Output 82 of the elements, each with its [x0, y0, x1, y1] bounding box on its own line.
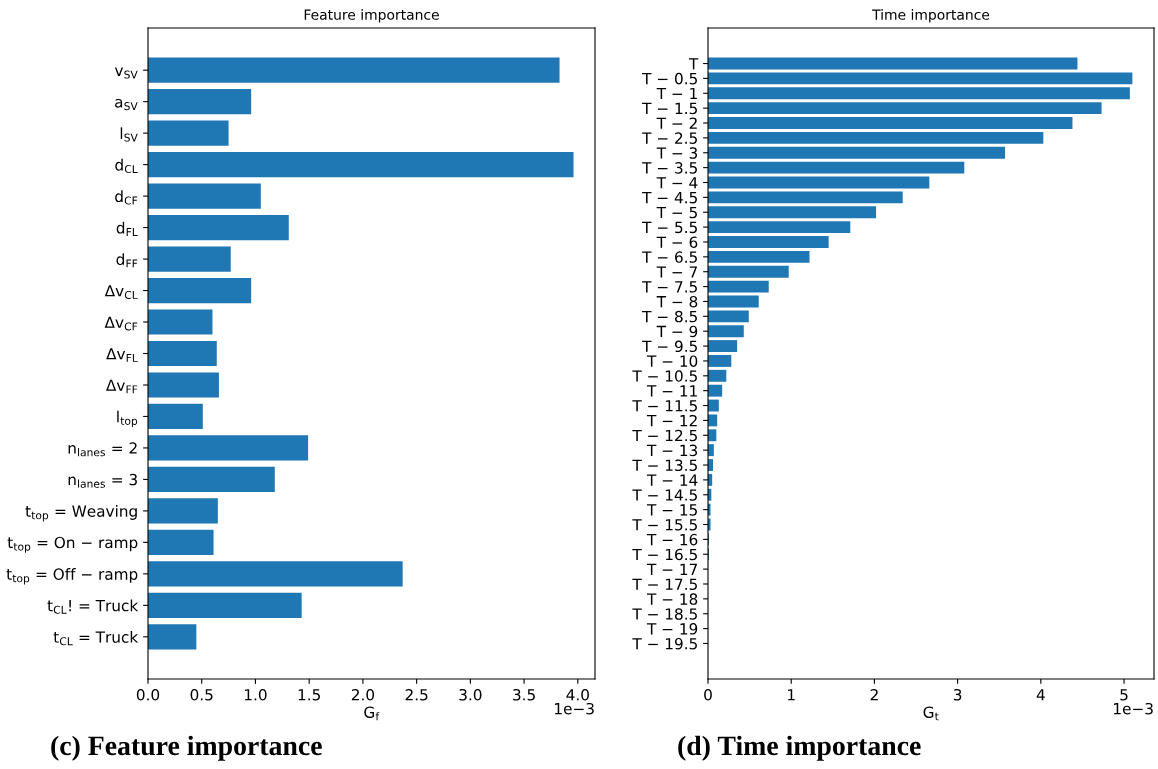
y-tick-label: T − 8 [656, 295, 698, 308]
y-tick-label: T − 14.5 [632, 489, 697, 501]
y-tick-label: T − 18.5 [632, 608, 697, 620]
text: 1e−3 [1114, 702, 1153, 715]
y-tick-label: t$_{top}$ = On − ramp [7, 536, 138, 553]
text: (d) Time importance [678, 735, 921, 761]
y-tick-label: l$_{top}$ [117, 410, 138, 427]
y-tick-label: T − 1.5 [642, 102, 697, 115]
y-tick-label: T − 2 [656, 117, 697, 129]
y-tick-label: T − 15.5 [632, 519, 697, 531]
x-tick-label: 5 [1120, 689, 1128, 701]
x-axis-title: G$_{t}$ [923, 706, 939, 721]
y-tick-label: l$_{SV}$ [120, 127, 138, 142]
y-tick-label: T − 5 [656, 206, 697, 219]
x-axis-title: G$_{f}$ [364, 706, 380, 721]
y-tick-label: Δv$_{CF}$ [104, 316, 138, 331]
x-tick-label: 0 [704, 688, 712, 701]
y-tick-label: T − 12 [646, 414, 697, 427]
y-tick-label: T − 3 [656, 147, 698, 159]
x-tick-label: 2.0 [351, 688, 375, 701]
y-tick-label: t$_{CL}$ = Truck [53, 631, 139, 646]
y-tick-label: T − 4 [656, 177, 698, 189]
y-tick-label: T − 16.5 [632, 548, 697, 561]
y-tick-label: T − 10.5 [632, 370, 697, 382]
y-tick-label: T − 5.5 [642, 221, 697, 234]
y-tick-label: T − 7.5 [642, 281, 697, 293]
chart-title: Time importance [872, 9, 990, 23]
y-tick-label: T − 0.5 [642, 72, 697, 85]
y-tick-label: T − 18 [646, 593, 698, 605]
x-tick-label: 0.5 [190, 688, 213, 701]
x-tick-label: 4 [1036, 689, 1045, 701]
y-tick-label: Δv$_{CL}$ [104, 285, 138, 299]
x-tick-label: 4.0 [566, 688, 589, 701]
x-tick-label: 1 [788, 689, 795, 701]
y-tick-label: T − 11 [646, 385, 697, 397]
y-tick-label: a$_{SV}$ [115, 98, 138, 111]
y-tick-label: T − 13 [646, 444, 698, 457]
y-tick-label: t$_{top}$ = Off − ramp [6, 568, 138, 585]
y-tick-label: n$_{lanes}$ = 2 [68, 442, 137, 457]
x-tick-label: 3.0 [459, 688, 482, 701]
y-tick-label: T − 7 [656, 266, 697, 278]
y-tick-label: t$_{CL}$! = Truck [47, 599, 139, 614]
x-tick-label: 1.0 [244, 688, 267, 701]
y-tick-label: T − 4.5 [642, 192, 697, 204]
y-tick-label: d$_{CF}$ [115, 190, 138, 205]
text: (c) Feature importance [51, 735, 322, 761]
y-tick-label: T − 15 [646, 504, 697, 516]
y-tick-label: T − 6.5 [642, 251, 697, 263]
y-tick-label: T − 12.5 [632, 429, 697, 442]
text: 1e−3 [555, 702, 594, 715]
y-tick-label: T − 9 [656, 325, 698, 338]
y-tick-label: T − 6 [656, 236, 698, 248]
y-tick-label: T − 16 [646, 533, 698, 546]
y-tick-label: d$_{FF}$ [116, 253, 138, 268]
y-tick-label: T − 8.5 [642, 310, 697, 323]
x-tick-label: 2 [870, 688, 878, 701]
y-tick-label: T − 1 [656, 87, 697, 100]
y-tick-label: T − 17.5 [632, 578, 697, 590]
y-tick-label: n$_{lanes}$ = 3 [68, 473, 137, 488]
x-tick-label: 1.5 [298, 689, 320, 701]
y-tick-label: T − 3.5 [642, 162, 697, 174]
x-tick-label: 3 [953, 688, 962, 701]
x-tick-label: 2.5 [405, 688, 428, 701]
x-tick-label: 0.0 [136, 688, 160, 701]
chart-title: Feature importance [304, 9, 439, 23]
y-tick-label: d$_{FL}$ [116, 221, 138, 236]
y-tick-label: T − 14 [646, 474, 698, 486]
y-tick-label: T − 10 [646, 355, 698, 367]
y-tick-label: T − 11.5 [632, 400, 697, 412]
y-tick-label: T [688, 58, 699, 70]
y-tick-label: T − 13.5 [632, 459, 697, 472]
x-tick-label: 3.5 [513, 688, 535, 701]
y-tick-label: Δv$_{FF}$ [106, 379, 138, 394]
y-tick-label: v$_{SV}$ [114, 67, 138, 79]
y-tick-label: T − 17 [646, 563, 697, 575]
y-tick-label: T − 9.5 [642, 340, 697, 353]
y-tick-label: T − 2.5 [642, 132, 697, 144]
y-tick-label: T − 19.5 [632, 637, 697, 650]
y-tick-label: t$_{top}$ = Weaving [25, 505, 137, 522]
y-tick-label: Δv$_{FL}$ [106, 348, 138, 362]
y-tick-label: d$_{CL}$ [115, 158, 138, 174]
y-tick-label: T − 19 [646, 623, 698, 635]
